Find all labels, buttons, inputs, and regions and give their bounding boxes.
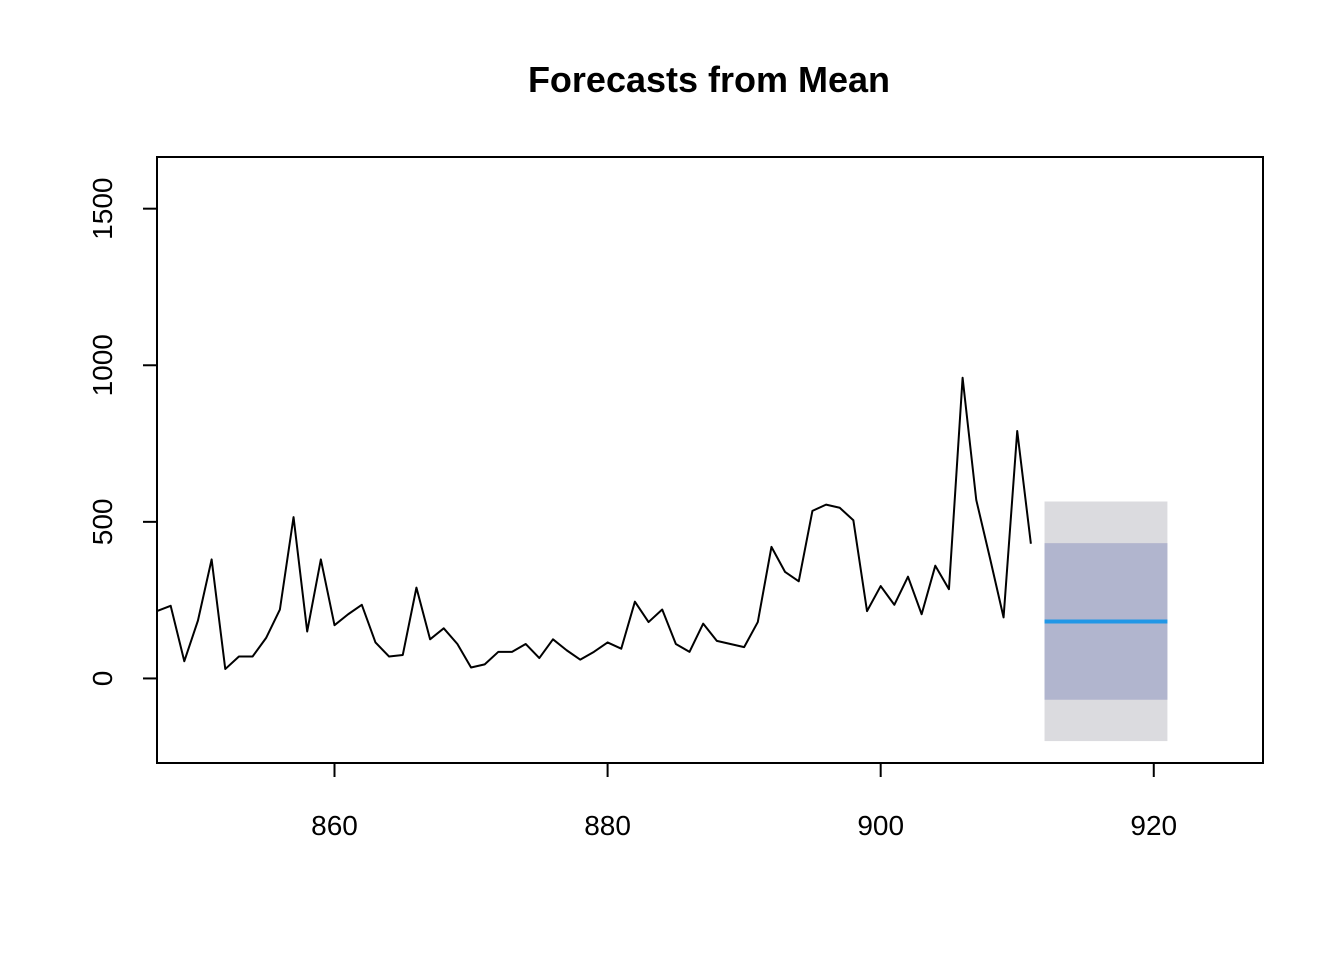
plot-frame [156, 156, 1264, 764]
y-tick-label: 500 [87, 498, 118, 545]
x-tick-label: 900 [857, 810, 904, 841]
x-tick-label: 920 [1130, 810, 1177, 841]
series-line [156, 376, 1032, 671]
series-group [156, 376, 1032, 671]
y-axis: 0 500 1000 1500 [87, 178, 157, 687]
x-axis: 860 880 900 920 [311, 763, 1177, 841]
y-tick-label: 1500 [87, 178, 118, 240]
chart-title: Forecasts from Mean [528, 59, 890, 100]
x-tick-label: 880 [584, 810, 631, 841]
y-tick-label: 0 [87, 671, 118, 687]
x-tick-label: 860 [311, 810, 358, 841]
y-tick-label: 1000 [87, 334, 118, 396]
